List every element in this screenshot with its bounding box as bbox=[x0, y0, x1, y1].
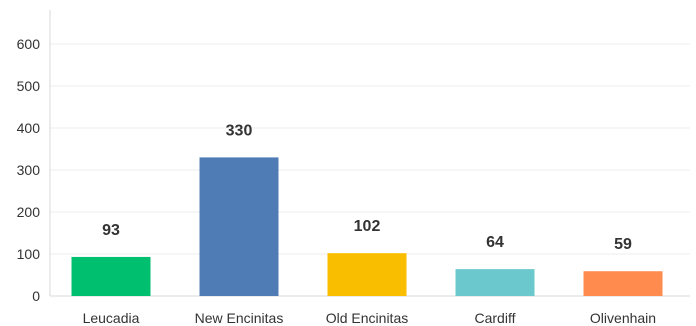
bar bbox=[455, 269, 535, 296]
data-label: 330 bbox=[226, 122, 253, 139]
data-label: 93 bbox=[102, 222, 120, 239]
y-tick-label: 100 bbox=[17, 246, 41, 262]
bar bbox=[327, 253, 407, 296]
gridlines bbox=[50, 43, 690, 297]
y-tick-label: 200 bbox=[17, 204, 41, 220]
category-label: New Encinitas bbox=[195, 310, 284, 326]
category-label: Old Encinitas bbox=[326, 310, 408, 326]
data-label: 102 bbox=[354, 218, 381, 235]
bar bbox=[583, 271, 663, 296]
category-label: Olivenhain bbox=[590, 310, 656, 326]
y-tick-label: 0 bbox=[32, 288, 40, 304]
y-tick-labels: 0 100 200 300 400 500 600 bbox=[17, 36, 41, 304]
category-label: Leucadia bbox=[83, 310, 140, 326]
y-tick-label: 500 bbox=[17, 78, 41, 94]
data-label: 64 bbox=[486, 234, 504, 251]
bars bbox=[71, 157, 663, 296]
bar bbox=[199, 157, 279, 296]
y-tick-label: 600 bbox=[17, 36, 41, 52]
category-label: Cardiff bbox=[475, 310, 516, 326]
data-labels: 93 330 102 64 59 bbox=[102, 122, 632, 253]
x-category-labels: Leucadia New Encinitas Old Encinitas Cardif… bbox=[83, 310, 656, 326]
data-label: 59 bbox=[614, 236, 632, 253]
y-tick-label: 300 bbox=[17, 162, 41, 178]
y-tick-label: 400 bbox=[17, 120, 41, 136]
bar bbox=[71, 256, 151, 296]
